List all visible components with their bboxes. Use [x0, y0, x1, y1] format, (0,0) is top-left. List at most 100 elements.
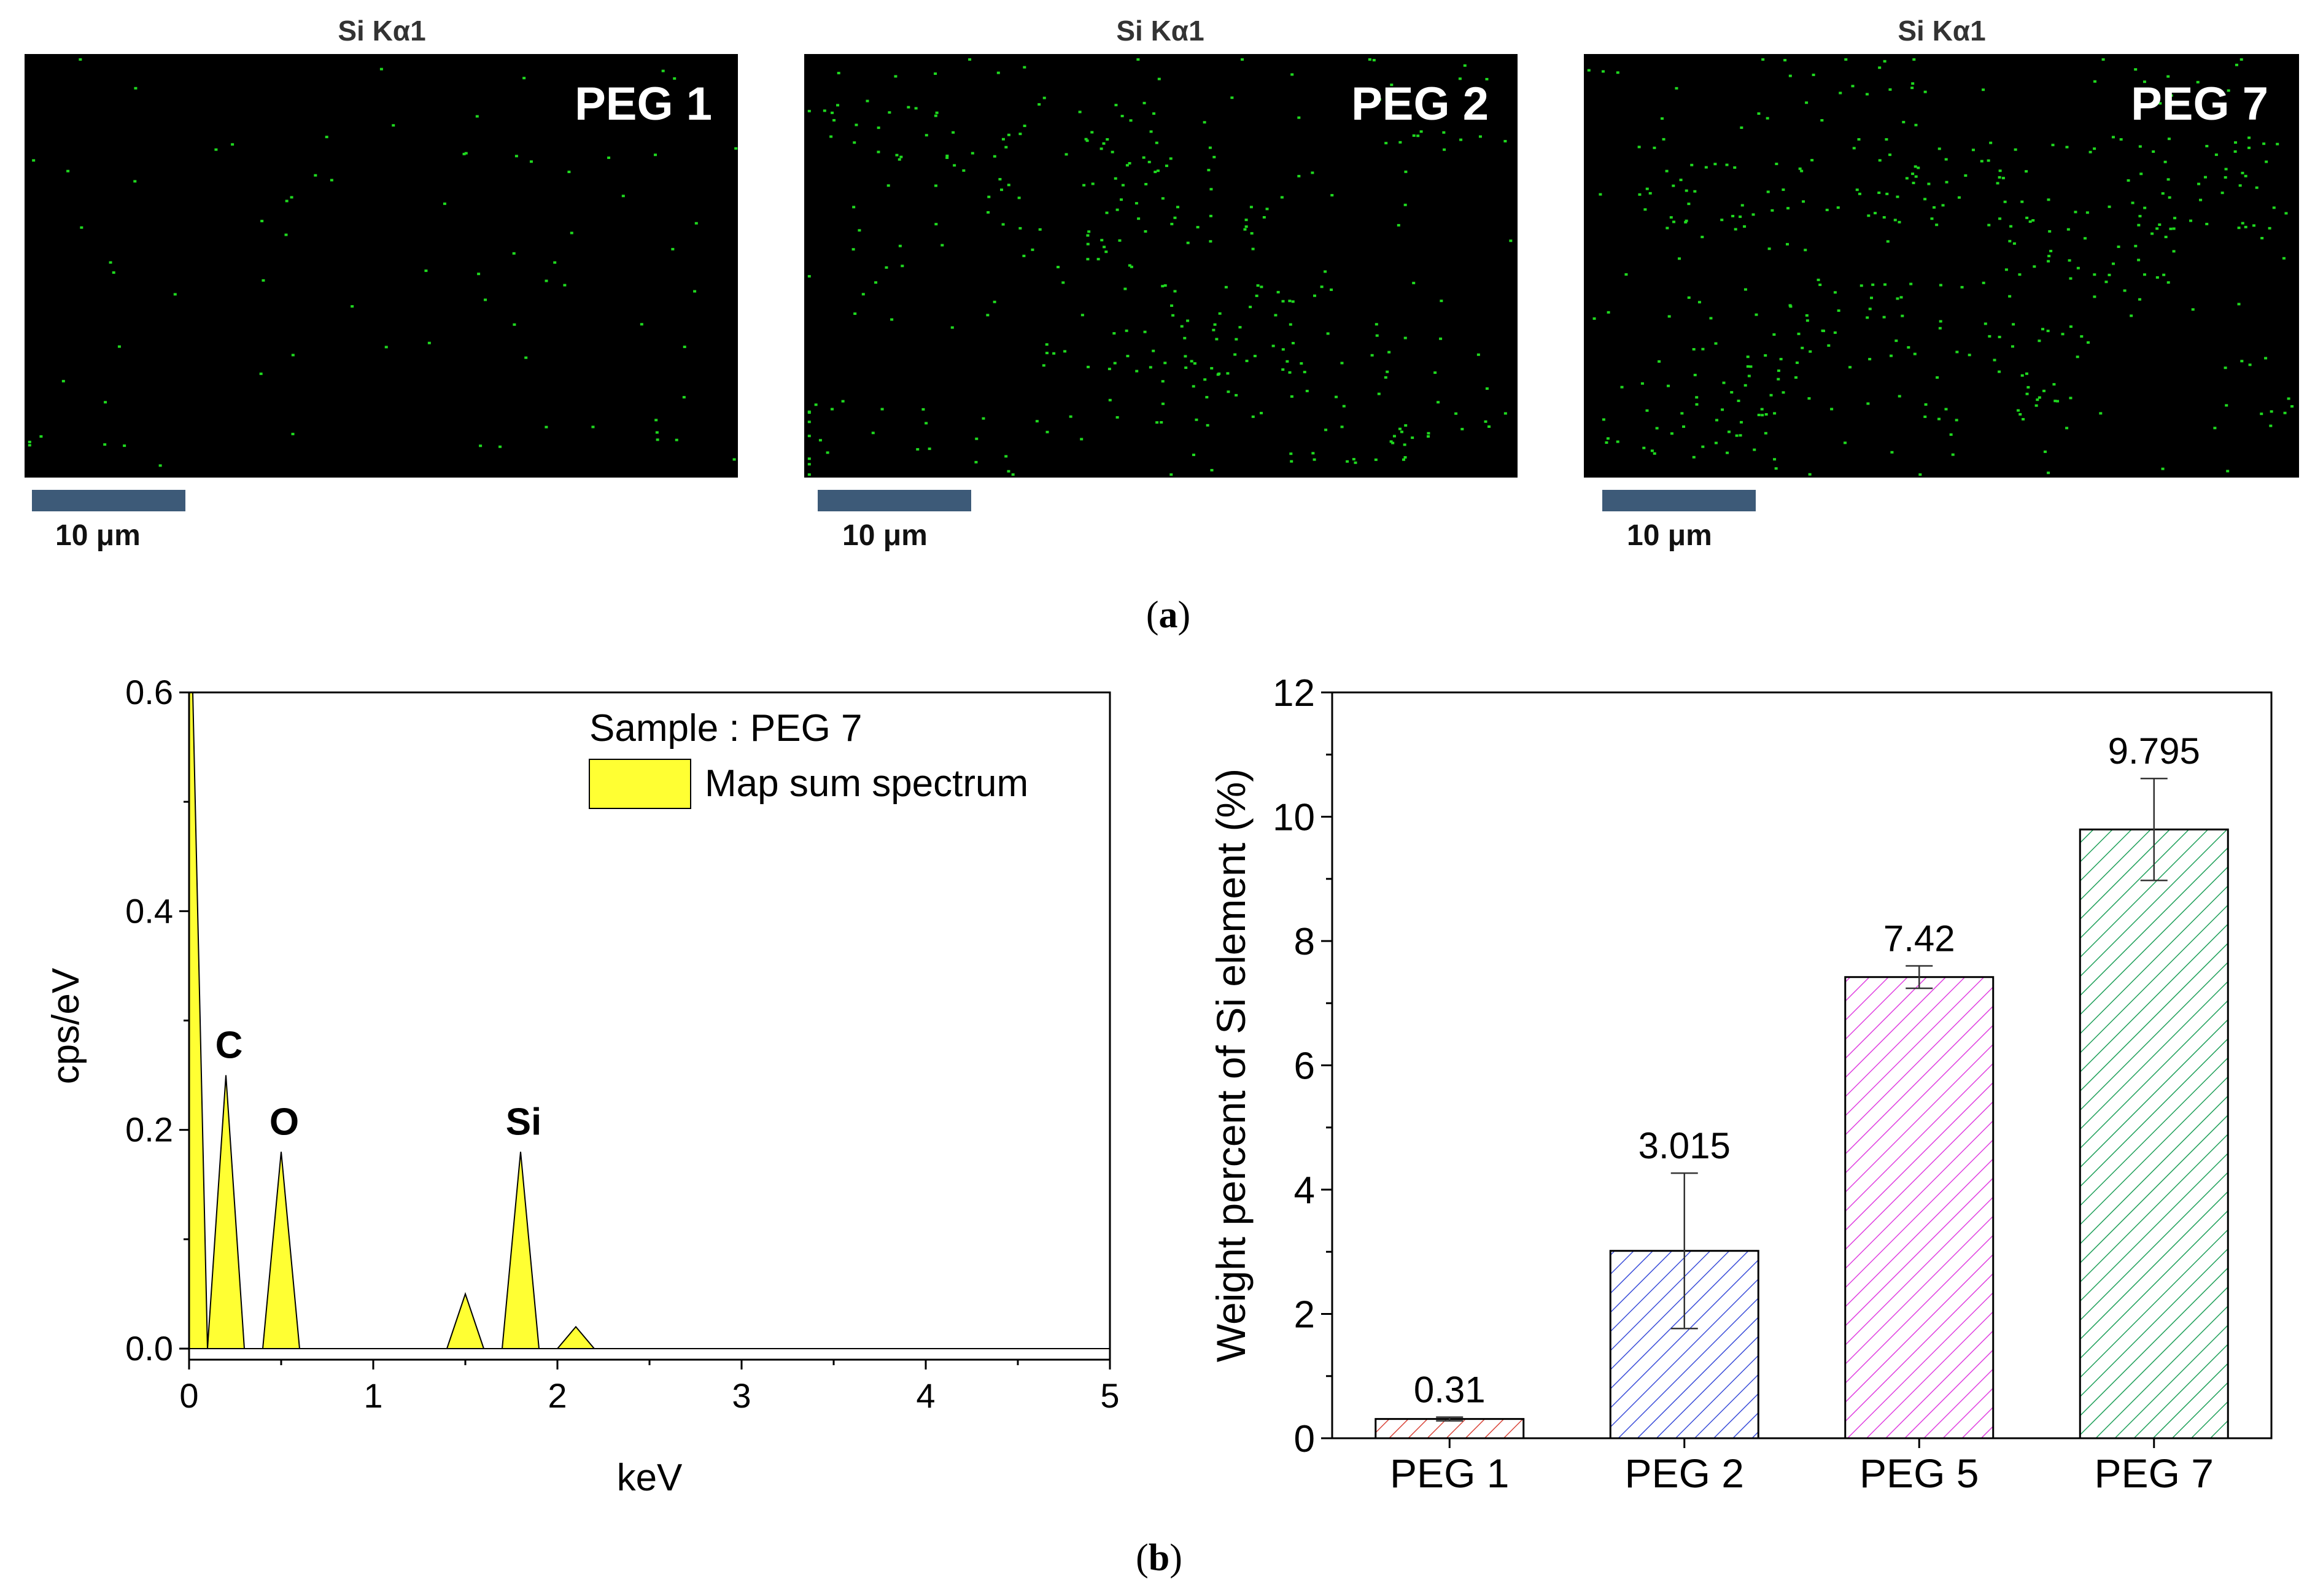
map-dot [1890, 451, 1894, 454]
map-dot [1115, 208, 1119, 211]
map-dot [1852, 147, 1856, 150]
map-dot [2167, 138, 2171, 141]
map-dot [1740, 126, 1743, 129]
map-dot [2233, 150, 2237, 153]
map-dot [1933, 206, 1936, 209]
map-dot [1463, 64, 1467, 67]
map-dot [1607, 311, 1610, 314]
map-label: PEG 2 [1351, 78, 1489, 130]
map-dot [1018, 133, 1022, 136]
map-dot [1103, 246, 1106, 249]
map-dot [1871, 283, 1875, 286]
map-dot [934, 114, 937, 117]
map-dot [1735, 434, 1739, 437]
map-dot [1844, 58, 1848, 61]
map-dot [2170, 94, 2173, 97]
map-dot [1377, 392, 1381, 395]
map-dot [974, 460, 978, 463]
map-dot [1592, 317, 1596, 320]
spectrum-x-axis: 0 1 2 3 4 5 [179, 1360, 1120, 1415]
map-dot [545, 425, 548, 428]
map-dot [653, 153, 657, 157]
map-dot [2119, 138, 2123, 141]
map-dot [1476, 353, 1480, 356]
map-dot [861, 293, 865, 296]
map-dot [1701, 347, 1705, 351]
map-dot [2038, 396, 2041, 399]
map-dot [1161, 197, 1165, 200]
map-dot [1890, 354, 1893, 357]
map-dot [2034, 404, 2038, 407]
map-dot [1722, 381, 1726, 384]
map-dot [2240, 360, 2244, 363]
map-dot [1944, 408, 1948, 411]
map-dot [1224, 285, 1228, 289]
map-dot [2074, 211, 2077, 214]
map-dot [1998, 176, 2001, 179]
map-dot [1087, 230, 1091, 233]
spectrum-legend: Sample : PEG 7 Map sum spectrum [589, 707, 1028, 809]
map-dot [1697, 301, 1701, 304]
map-dot [39, 435, 43, 438]
map-dot [1893, 219, 1897, 222]
map-dot [2056, 400, 2060, 403]
map-dot [1152, 112, 1156, 115]
map-dot [1779, 358, 1783, 361]
map-dot [1670, 432, 1673, 435]
map-dot [1923, 198, 1927, 201]
map-dot [1650, 449, 1654, 452]
map-dot [2108, 205, 2111, 208]
map-background [1584, 54, 2299, 478]
map-dot [1888, 88, 1892, 91]
map-dot [464, 152, 468, 155]
map-dot [1797, 332, 1801, 335]
map-dot [291, 433, 295, 436]
map-dot [851, 248, 855, 251]
map-dot [1207, 169, 1211, 172]
map-dot [907, 106, 910, 109]
map-dot [1119, 198, 1123, 201]
map-dot [1256, 284, 1260, 287]
map-dot [2127, 179, 2130, 182]
map-dot [1818, 283, 1822, 286]
map-dot [1667, 384, 1670, 387]
map-dot [2260, 236, 2264, 239]
map-dot [1320, 285, 1324, 289]
map-dot [826, 451, 829, 454]
map-dot [1163, 284, 1167, 287]
map-dot [1290, 395, 1293, 398]
map-dot [2009, 225, 2013, 228]
map-dot [2287, 397, 2290, 400]
map-dot [1243, 228, 1247, 231]
map-dot [1305, 389, 1309, 392]
map-dot [1403, 90, 1407, 93]
map-dot [1161, 380, 1165, 383]
map-dot [2108, 273, 2111, 276]
map-dot [1679, 179, 1683, 182]
map-dot [1442, 131, 1446, 134]
map-dot [925, 134, 928, 137]
map-dot [2290, 405, 2294, 408]
map-dot [2239, 58, 2243, 61]
map-dot [2172, 227, 2176, 230]
map-dot [567, 171, 571, 174]
map-dot [1460, 428, 1464, 431]
map-dot [1764, 432, 1767, 435]
map-dot [871, 432, 875, 435]
map-dot [1802, 200, 1805, 203]
map-dot [1368, 58, 1371, 61]
map-dot [1888, 153, 1892, 157]
map-dot [1398, 141, 1402, 144]
map-dot [475, 115, 479, 118]
map-dot [1726, 451, 1729, 454]
map-dot [1805, 314, 1809, 317]
map-dot [1917, 166, 1920, 169]
map-dot [1721, 408, 1724, 411]
bar-y-tick-label: 2 [1294, 1294, 1315, 1336]
map-dot [1069, 415, 1072, 418]
map-dot [1809, 350, 1812, 353]
map-dot [524, 356, 528, 359]
map-dot [1163, 362, 1167, 365]
map-dot [2213, 427, 2217, 430]
map-dot [1118, 239, 1122, 242]
